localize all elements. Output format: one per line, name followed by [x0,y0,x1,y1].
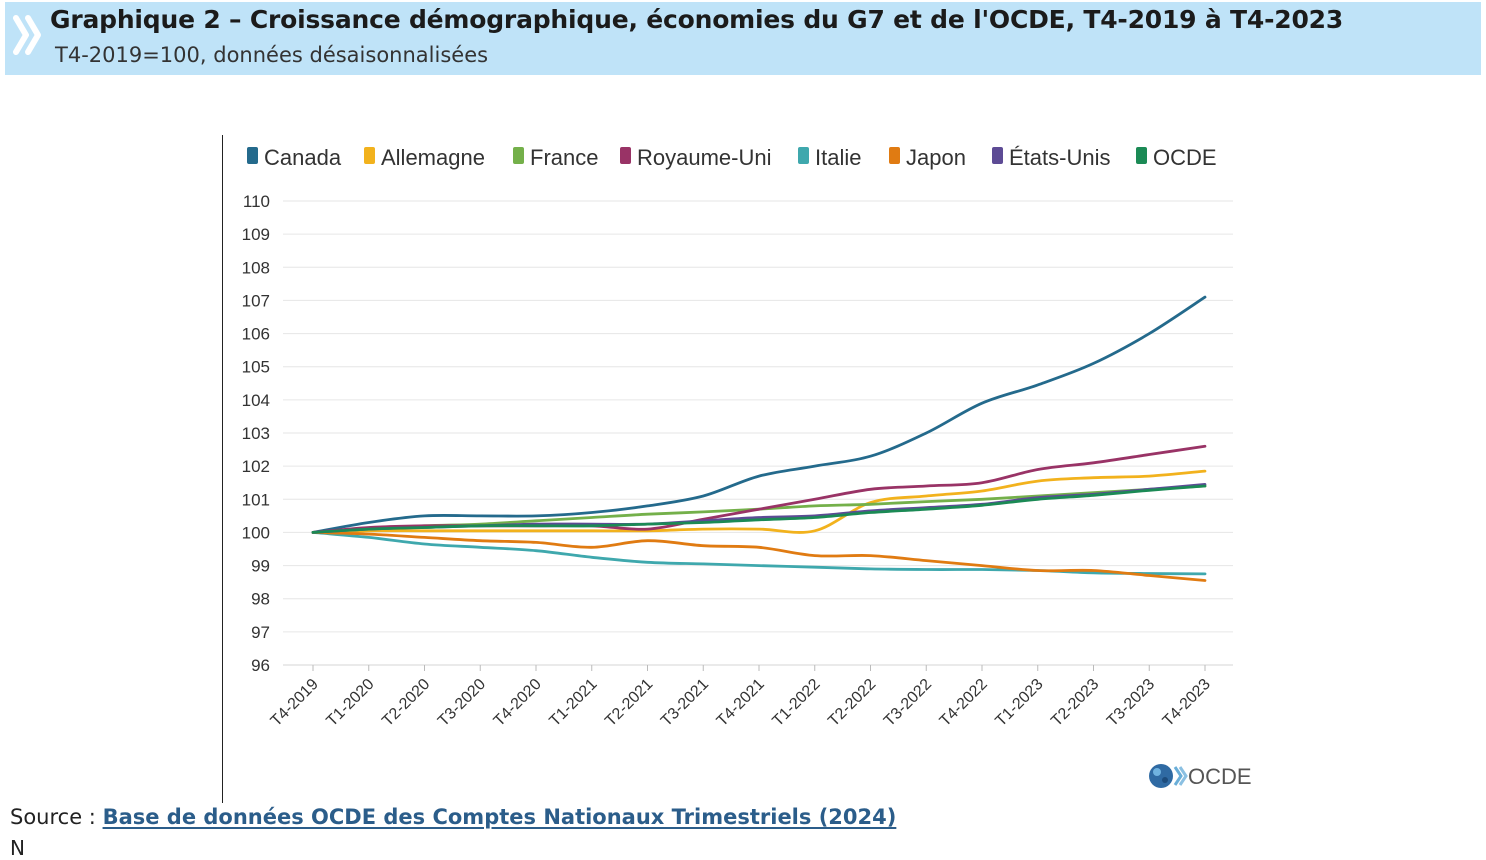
x-tick-label: T3-2023 [1104,676,1158,730]
oecd-logo-text: OCDE [1188,764,1252,789]
x-tick-label: T2-2020 [379,676,433,730]
series-line-canada [311,295,1207,534]
series-line-japon [311,531,1207,582]
x-tick-label: T3-2022 [881,676,935,730]
x-tick-label: T2-2022 [825,676,879,730]
x-tick-label: T1-2022 [769,676,823,730]
y-tick-label: 98 [251,590,270,609]
y-tick-label: 102 [242,457,270,476]
legend-item-allemagne[interactable]: Allemagne [364,145,485,170]
legend-swatch [1136,147,1147,164]
y-axis: 96 97 98 99 100 101 102 103 104 105 106 107 108 109 11… [242,192,270,675]
legend-label: États-Unis [1009,145,1110,170]
legend-item-ocde[interactable]: OCDE [1136,145,1217,170]
y-tick-label: 97 [251,623,270,642]
line-chart: Canada Allemagne France Royaume-Uni Italie Ja… [242,145,1233,730]
y-tick-label: 110 [243,192,270,211]
legend-swatch [247,147,258,164]
y-tick-label: 106 [242,325,270,344]
legend-item-canada[interactable]: Canada [247,145,342,170]
chart-subtitle: T4-2019=100, données désaisonnalisées [55,43,489,67]
x-tick-label: T1-2021 [546,676,600,730]
chart-series [311,295,1207,582]
chart-legend: Canada Allemagne France Royaume-Uni Italie Ja… [247,145,1217,170]
x-tick-label: T4-2019 [268,676,322,730]
x-tick-label: T4-2021 [714,676,768,730]
legend-swatch [513,147,524,164]
x-axis: T4-2019 T1-2020 T2-2020 T3-2020 T4-2020 T1-20… [268,665,1214,730]
y-tick-label: 101 [242,490,270,509]
legend-item-italie[interactable]: Italie [798,145,861,170]
globe-icon [1149,764,1188,788]
legend-swatch [620,147,631,164]
legend-swatch [889,147,900,164]
x-tick-label: T2-2023 [1048,676,1102,730]
series-line-ocde [311,484,1207,534]
chart-header: Graphique 2 – Croissance démographique, … [5,2,1481,75]
source-label: Source : [10,805,103,829]
chart-grid [283,200,1233,666]
notes-line: N [10,836,25,860]
x-tick-label: T4-2020 [491,676,545,730]
source-link[interactable]: Base de données OCDE des Comptes Nationa… [102,805,897,829]
x-tick-label: T2-2021 [602,676,656,730]
x-tick-label: T3-2021 [658,676,712,730]
legend-label: OCDE [1153,145,1217,170]
y-tick-label: 104 [242,391,270,410]
y-tick-label: 108 [242,258,270,277]
legend-item-royaume-uni[interactable]: Royaume-Uni [620,145,772,170]
legend-label: Canada [264,145,342,170]
legend-label: Japon [906,145,966,170]
legend-label: Allemagne [381,145,485,170]
y-tick-label: 105 [242,358,270,377]
y-tick-label: 109 [242,225,270,244]
y-tick-label: 96 [251,656,270,675]
y-tick-label: 100 [242,523,270,542]
x-tick-label: T1-2020 [323,676,377,730]
x-tick-label: T3-2020 [435,676,489,730]
x-tick-label: T4-2022 [937,676,991,730]
y-tick-label: 99 [251,557,270,576]
legend-item-france[interactable]: France [513,145,598,170]
y-tick-label: 103 [242,424,270,443]
series-line-allemagne [311,469,1207,534]
legend-item-etats-unis[interactable]: États-Unis [992,145,1110,170]
double-chevron-icon [13,15,41,55]
x-tick-label: T1-2023 [992,676,1046,730]
chart-frame-line [222,135,223,803]
legend-item-japon[interactable]: Japon [889,145,966,170]
legend-label: Italie [815,145,861,170]
legend-swatch [798,147,809,164]
y-tick-label: 107 [242,291,270,310]
source-line: Source : Base de données OCDE des Compte… [10,805,896,829]
oecd-logo: OCDE [1149,764,1252,789]
chart-title: Graphique 2 – Croissance démographique, … [50,5,1344,34]
x-tick-label: T4-2023 [1160,676,1214,730]
legend-label: France [530,145,598,170]
legend-swatch [364,147,375,164]
legend-swatch [992,147,1003,164]
legend-label: Royaume-Uni [637,145,772,170]
